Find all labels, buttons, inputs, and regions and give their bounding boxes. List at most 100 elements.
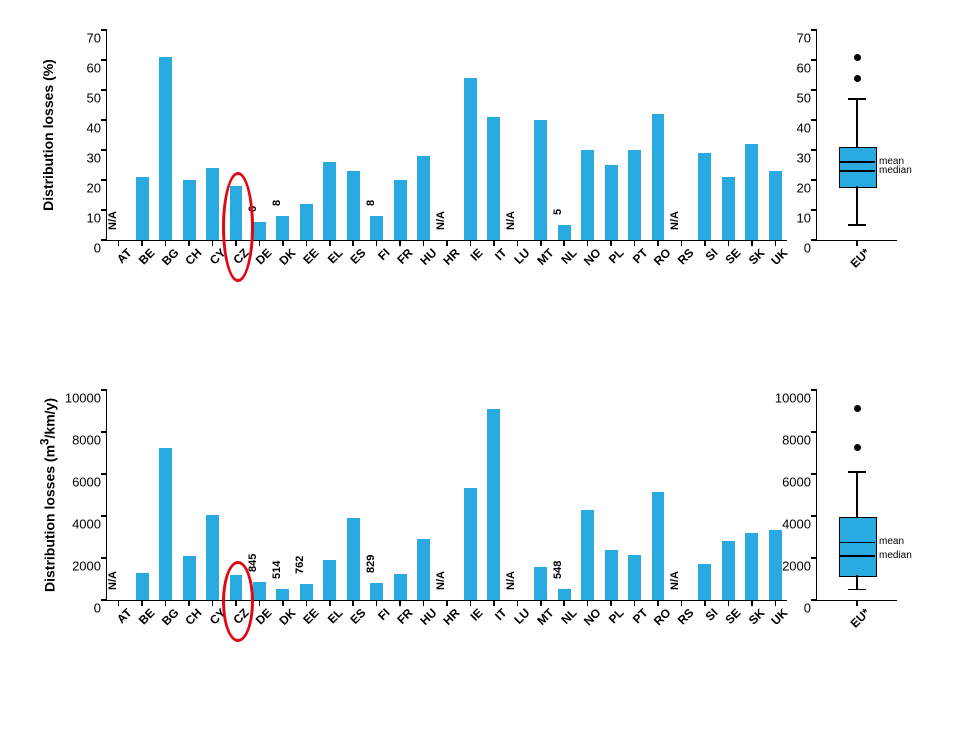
y-tick-label: 30 xyxy=(87,151,107,166)
x-tick-label: HU xyxy=(411,600,439,628)
boxplot-median-label: median xyxy=(879,165,912,176)
y-tick-label: 10 xyxy=(87,211,107,226)
x-tick-label: ES xyxy=(342,240,369,267)
boxplot-median-label: median xyxy=(879,550,912,561)
y-tick-label: 2000 xyxy=(782,559,817,574)
bar xyxy=(698,153,711,240)
y-tick-label: 50 xyxy=(87,91,107,106)
bar xyxy=(183,180,196,240)
x-tick-label: DK xyxy=(271,600,299,628)
x-tick-label: EE xyxy=(295,600,322,627)
y-tick-label: 6000 xyxy=(72,475,107,490)
bar xyxy=(276,216,289,240)
bar-plot-area-top: 010203040506070ATN/ABEBGCHCYCZDE6DK8EEEL… xyxy=(106,30,787,241)
x-tick-label: RS xyxy=(670,240,697,267)
x-tick-label: DE xyxy=(248,240,275,267)
bar xyxy=(370,216,383,240)
bar xyxy=(487,117,500,240)
na-label: N/A xyxy=(505,571,517,590)
bar xyxy=(347,518,360,600)
x-tick-label: UK xyxy=(763,600,791,628)
bar xyxy=(652,114,665,240)
bar-value-label: 829 xyxy=(365,554,377,572)
y-tick-label: 70 xyxy=(797,31,817,46)
x-tick-label: RO xyxy=(645,240,673,268)
x-tick-label: SE xyxy=(717,600,744,627)
y-tick-label: 0 xyxy=(804,241,817,256)
chart-bottom-panel: Distribution losses (m3/km/y) 0200040006… xyxy=(36,380,916,685)
bar xyxy=(159,57,172,240)
bar xyxy=(323,162,336,240)
x-tick-label: DE xyxy=(248,600,275,627)
x-tick-label: AT xyxy=(108,600,134,626)
y-tick-label: 50 xyxy=(797,91,817,106)
bar-value-label: 514 xyxy=(271,561,283,579)
x-tick-label: MT xyxy=(529,600,557,628)
boxplot-mean-label: mean xyxy=(879,536,904,547)
x-tick-label: CY xyxy=(201,240,228,267)
boxplot-x-label: EU* xyxy=(842,240,873,271)
bar-value-label: 8 xyxy=(365,200,377,206)
na-label: N/A xyxy=(505,211,517,230)
page: Distribution losses (%) 010203040506070A… xyxy=(0,0,956,733)
x-tick-label: SE xyxy=(717,240,744,267)
bar xyxy=(253,222,266,240)
bar xyxy=(628,150,641,240)
y-axis-label-bottom: Distribution losses (m3/km/y) xyxy=(39,398,58,592)
y-tick-label: 10 xyxy=(797,211,817,226)
bar xyxy=(745,144,758,240)
boxplot-box xyxy=(839,147,877,188)
x-tick-label: CZ xyxy=(225,240,252,267)
x-tick-label: RS xyxy=(670,600,697,627)
bar xyxy=(394,574,407,600)
bar xyxy=(417,156,430,240)
y-tick-label: 0 xyxy=(94,601,107,616)
y-tick-label: 8000 xyxy=(72,433,107,448)
bar xyxy=(464,78,477,240)
x-tick-label: CY xyxy=(201,600,228,627)
bar xyxy=(487,409,500,600)
y-tick-label: 8000 xyxy=(782,433,817,448)
bar-value-label: 8 xyxy=(271,200,283,206)
y-tick-label: 0 xyxy=(804,601,817,616)
boxplot-outlier xyxy=(854,444,861,451)
x-tick-label: CH xyxy=(177,600,205,628)
bar xyxy=(769,530,782,600)
y-tick-label: 70 xyxy=(87,31,107,46)
y-tick-label: 0 xyxy=(94,241,107,256)
y-tick-label: 40 xyxy=(87,121,107,136)
x-tick-label: PL xyxy=(600,600,626,626)
bar-value-label: 845 xyxy=(247,554,259,572)
bar xyxy=(722,541,735,600)
bar xyxy=(394,180,407,240)
bar xyxy=(722,177,735,240)
x-tick-label: PL xyxy=(600,240,626,266)
y-tick-label: 10000 xyxy=(65,391,107,406)
bar-value-label: 5 xyxy=(552,209,564,215)
x-tick-label: IE xyxy=(462,240,486,264)
bar xyxy=(464,488,477,600)
x-tick-label: HR xyxy=(435,240,463,268)
bar xyxy=(769,171,782,240)
x-tick-label: NO xyxy=(575,600,603,628)
x-tick-label: ES xyxy=(342,600,369,627)
bar xyxy=(300,584,313,600)
x-tick-label: LU xyxy=(506,600,533,627)
bar xyxy=(206,515,219,600)
boxplot-outlier xyxy=(854,405,861,412)
chart-top-panel: Distribution losses (%) 010203040506070A… xyxy=(36,20,916,325)
x-tick-label: EL xyxy=(319,600,345,626)
bar xyxy=(159,448,172,600)
bar-value-label: 548 xyxy=(552,560,564,578)
y-tick-label: 60 xyxy=(797,61,817,76)
boxplot-area-top: 010203040506070EU*meanmedian xyxy=(816,30,897,241)
bar xyxy=(628,555,641,600)
bar xyxy=(745,533,758,600)
bar xyxy=(136,177,149,240)
x-tick-label: DK xyxy=(271,240,299,268)
bar xyxy=(558,225,571,240)
x-tick-label: AT xyxy=(108,240,134,266)
na-label: N/A xyxy=(435,571,447,590)
x-tick-label: CZ xyxy=(225,600,252,627)
x-tick-label: BG xyxy=(153,600,181,628)
